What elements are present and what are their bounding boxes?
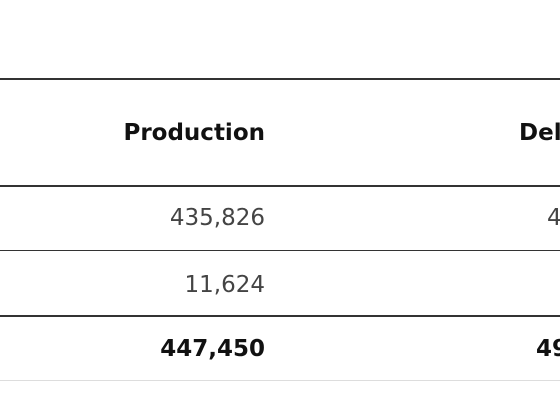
- table-cell: 435,826: [169, 205, 265, 231]
- table-cell: 11,624: [184, 272, 265, 298]
- table-cell: 4: [547, 205, 560, 231]
- table-top-border: [0, 78, 560, 80]
- table-bottom-border: [0, 380, 560, 381]
- header-cell: Production: [123, 120, 265, 146]
- row-border: [0, 250, 560, 251]
- total-cell: 49: [536, 336, 560, 362]
- total-cell: 447,450: [160, 336, 265, 362]
- header-cell: Del: [519, 120, 560, 146]
- row-border: [0, 315, 560, 317]
- header-border: [0, 185, 560, 187]
